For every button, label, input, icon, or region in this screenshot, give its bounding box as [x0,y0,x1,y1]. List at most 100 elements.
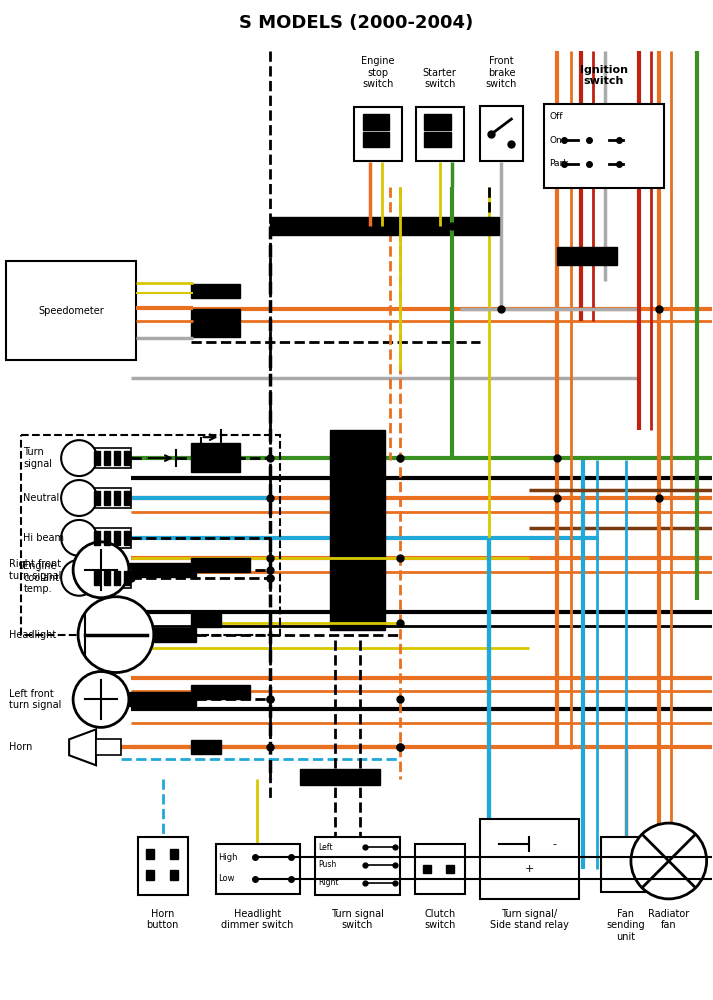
Bar [190,323,240,337]
Bar [190,309,240,322]
Bar [215,844,300,894]
Bar [416,107,463,161]
Bar [190,284,240,298]
Bar [104,491,110,505]
Circle shape [78,597,154,673]
Bar [96,739,121,755]
Bar [154,628,195,642]
Text: Headlight: Headlight [9,630,56,640]
Bar [480,106,523,161]
Bar [190,613,220,627]
Circle shape [61,440,97,476]
Text: High: High [219,853,238,862]
Text: Horn
button: Horn button [147,909,179,930]
Circle shape [61,480,97,516]
Text: Park: Park [549,159,569,168]
Bar [91,448,131,468]
Bar [146,870,154,880]
Text: Front
brake
switch: Front brake switch [486,56,517,89]
Text: Hi beam: Hi beam [24,533,64,543]
Bar [114,451,120,465]
Bar [190,558,250,572]
Bar [601,837,651,892]
Bar [424,132,438,147]
Bar [91,528,131,548]
Circle shape [73,672,129,727]
Bar [146,849,154,859]
Bar [270,217,499,235]
Bar [114,571,120,585]
Bar [104,531,110,545]
Bar [190,740,220,754]
Text: S MODELS (2000-2004): S MODELS (2000-2004) [240,14,473,32]
Bar [138,837,188,895]
Text: Push: Push [318,860,337,869]
Bar [558,247,617,265]
Bar [91,488,131,508]
Bar [376,132,389,147]
Bar [21,435,280,635]
Text: Turn signal/
Side stand relay: Turn signal/ Side stand relay [490,909,569,930]
Bar [91,568,131,588]
Bar [129,563,195,577]
Bar [129,692,195,706]
Bar [544,104,664,188]
Text: Clutch
switch: Clutch switch [424,909,456,930]
Text: Turn
signal: Turn signal [24,447,52,469]
Text: Right: Right [318,878,339,887]
Text: +: + [525,864,534,874]
Bar [94,451,100,465]
Bar [114,531,120,545]
Bar [94,491,100,505]
Bar [330,430,385,630]
Text: Right front
turn signal: Right front turn signal [9,559,62,581]
Text: Headlight
dimmer switch: Headlight dimmer switch [221,909,294,930]
Bar [124,451,130,465]
Bar [94,571,100,585]
Bar [363,114,376,130]
Bar [363,132,376,147]
Text: Off: Off [549,112,563,121]
Circle shape [61,560,97,596]
Bar [376,114,389,130]
Bar [354,107,402,161]
Bar [190,458,240,472]
Bar [438,114,451,130]
Bar [124,571,130,585]
Polygon shape [69,729,96,765]
Bar [94,531,100,545]
Bar [104,451,110,465]
Bar [6,261,136,360]
Text: Low: Low [219,874,235,883]
Bar [170,870,178,880]
Bar [438,132,451,147]
Bar [480,819,579,899]
Circle shape [73,542,129,598]
Text: Ignition
switch: Ignition switch [580,65,628,86]
Bar [114,491,120,505]
Text: Left front
turn signal: Left front turn signal [9,689,62,710]
Text: Left: Left [318,843,333,852]
Circle shape [631,823,707,899]
Text: On: On [549,136,562,145]
Bar [190,685,250,699]
Bar [124,491,130,505]
Bar [415,844,465,894]
Bar [300,769,380,785]
Bar [104,571,110,585]
Text: Engine
coolant
temp.: Engine coolant temp. [24,561,59,594]
Text: Fan
sending
unit: Fan sending unit [607,909,645,942]
Circle shape [61,520,97,556]
Text: Neutral: Neutral [24,493,60,503]
Text: Radiator
fan: Radiator fan [648,909,689,930]
Text: Engine
stop
switch: Engine stop switch [361,56,395,89]
Bar [424,114,438,130]
Text: Turn signal
switch: Turn signal switch [331,909,384,930]
Bar [315,837,400,895]
Text: Starter
switch: Starter switch [423,68,456,89]
Text: Horn: Horn [9,742,33,752]
Bar [124,531,130,545]
Text: Speedometer: Speedometer [39,306,104,316]
Bar [170,849,178,859]
Bar [190,443,240,457]
